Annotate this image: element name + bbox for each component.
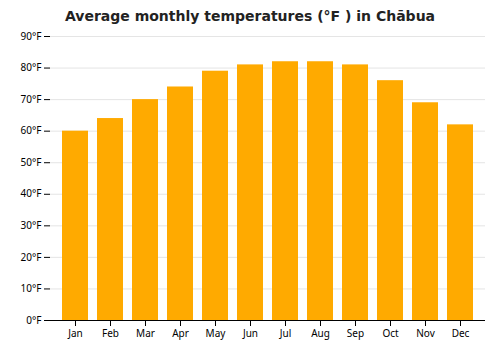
svg-text:Oct: Oct: [382, 326, 399, 340]
svg-text:Feb: Feb: [102, 326, 119, 340]
svg-text:0°F: 0°F: [26, 313, 41, 327]
svg-text:Nov: Nov: [416, 326, 435, 340]
svg-text:Apr: Apr: [172, 326, 189, 340]
svg-text:10°F: 10°F: [21, 281, 42, 295]
svg-text:Mar: Mar: [136, 326, 155, 340]
svg-text:May: May: [206, 326, 227, 340]
svg-text:Jul: Jul: [279, 326, 292, 340]
svg-text:90°F: 90°F: [21, 29, 42, 43]
svg-text:60°F: 60°F: [21, 123, 42, 137]
svg-text:70°F: 70°F: [21, 92, 42, 106]
svg-text:Jan: Jan: [67, 326, 83, 340]
svg-text:Aug: Aug: [311, 326, 330, 340]
svg-text:Sep: Sep: [347, 326, 364, 340]
svg-text:30°F: 30°F: [21, 218, 42, 232]
html-text:Average monthly temperatures (: Average monthly temperatures (°F ) in Ch…: [64, 8, 436, 24]
svg-text:20°F: 20°F: [21, 250, 42, 264]
svg-text:40°F: 40°F: [21, 186, 42, 200]
svg-text:Jun: Jun: [242, 326, 258, 340]
svg-text:Dec: Dec: [452, 326, 470, 340]
svg-text:80°F: 80°F: [21, 60, 42, 74]
svg-text:50°F: 50°F: [21, 155, 42, 169]
